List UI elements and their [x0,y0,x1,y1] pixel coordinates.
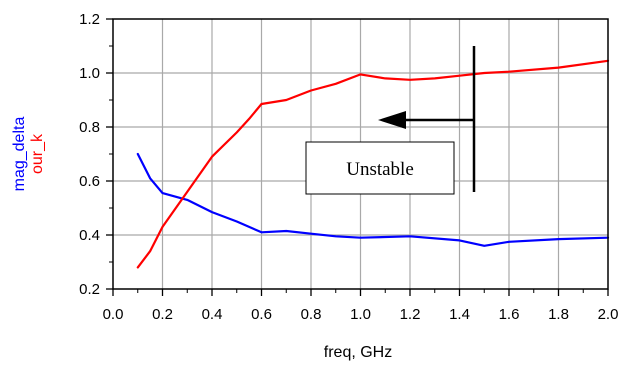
unstable-label: Unstable [346,159,414,180]
x-tick-label: 0.2 [152,306,173,323]
x-tick-label: 2.0 [598,306,618,323]
y-tick-label: 1.0 [79,65,100,82]
y-axis-label-mag-delta: mag_delta [11,117,28,192]
y-axis-label-our-k: our_k [29,133,46,174]
unstable-arrowhead [378,111,406,129]
y-tick-label: 1.2 [79,11,100,28]
x-tick-label: 0.0 [103,306,124,323]
y-tick-label: 0.2 [79,281,100,298]
x-tick-label: 1.8 [548,306,569,323]
x-tick-label: 0.6 [251,306,272,323]
y-tick-label: 0.4 [79,227,100,244]
x-tick-label: 1.4 [449,306,470,323]
x-tick-label: 0.4 [202,306,223,323]
unstable-annotation: Unstable [306,46,474,194]
x-tick-label: 1.6 [499,306,520,323]
x-axis-label: freq, GHz [324,344,392,361]
x-tick-label: 1.2 [400,306,421,323]
y-tick-label: 0.6 [79,173,100,190]
x-tick-label: 1.0 [350,306,371,323]
y-tick-label: 0.8 [79,119,100,136]
x-tick-label: 0.8 [301,306,322,323]
